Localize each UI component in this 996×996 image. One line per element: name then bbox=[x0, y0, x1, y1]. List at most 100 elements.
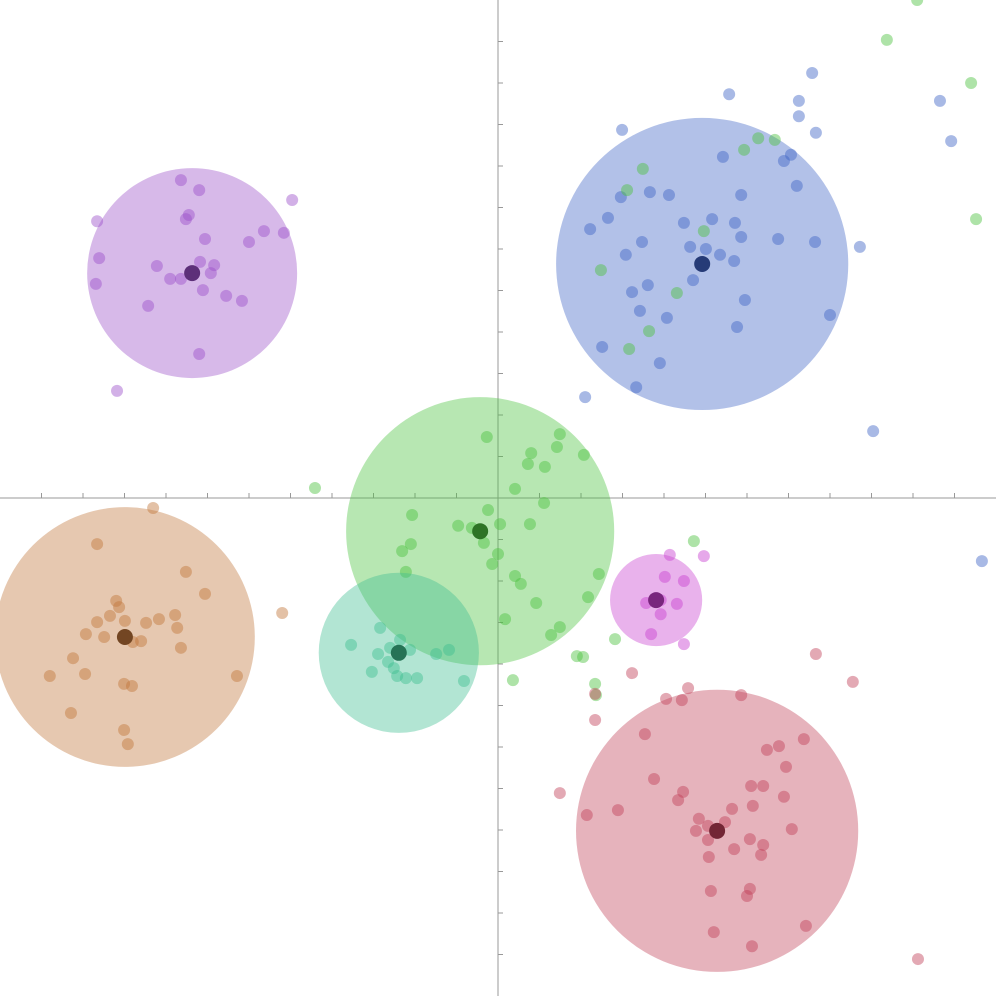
point bbox=[697, 550, 710, 563]
point bbox=[118, 723, 131, 736]
point bbox=[660, 311, 673, 324]
point bbox=[538, 496, 551, 509]
point bbox=[970, 213, 983, 226]
point bbox=[596, 340, 609, 353]
point bbox=[735, 689, 748, 702]
point bbox=[91, 538, 104, 551]
point bbox=[731, 321, 744, 334]
point bbox=[140, 616, 153, 629]
point bbox=[714, 248, 727, 261]
point bbox=[689, 824, 702, 837]
point bbox=[387, 662, 400, 675]
point bbox=[196, 284, 209, 297]
cluster bbox=[553, 648, 924, 972]
point bbox=[514, 577, 527, 590]
point bbox=[809, 235, 822, 248]
point bbox=[147, 501, 160, 514]
point bbox=[110, 594, 123, 607]
point bbox=[780, 760, 793, 773]
point bbox=[723, 88, 736, 101]
point bbox=[452, 519, 465, 532]
point bbox=[406, 509, 419, 522]
point bbox=[623, 343, 636, 356]
point bbox=[757, 780, 770, 793]
point bbox=[121, 738, 134, 751]
point bbox=[182, 208, 195, 221]
cluster bbox=[87, 168, 299, 397]
point bbox=[174, 272, 187, 285]
point bbox=[404, 538, 417, 551]
point bbox=[682, 682, 695, 695]
point bbox=[672, 794, 685, 807]
cluster-center bbox=[648, 592, 665, 609]
point bbox=[752, 132, 765, 145]
point bbox=[580, 809, 593, 822]
point bbox=[745, 780, 758, 793]
point bbox=[616, 123, 629, 136]
point bbox=[975, 555, 988, 568]
point bbox=[760, 743, 773, 756]
point bbox=[220, 289, 233, 302]
point bbox=[728, 843, 741, 856]
point bbox=[550, 440, 563, 453]
point bbox=[553, 621, 566, 634]
point bbox=[654, 608, 667, 621]
point bbox=[601, 211, 614, 224]
point bbox=[670, 597, 683, 610]
point bbox=[530, 596, 543, 609]
point bbox=[660, 692, 673, 705]
point bbox=[171, 621, 184, 634]
cluster bbox=[556, 67, 988, 568]
point bbox=[374, 621, 387, 634]
point bbox=[113, 601, 126, 614]
point bbox=[276, 606, 289, 619]
point bbox=[277, 226, 290, 239]
cluster-center bbox=[116, 629, 133, 646]
point bbox=[824, 308, 836, 321]
point bbox=[91, 215, 104, 228]
point bbox=[687, 274, 700, 287]
point bbox=[523, 518, 536, 531]
point bbox=[743, 882, 756, 895]
point bbox=[697, 225, 710, 238]
point bbox=[482, 504, 495, 517]
point bbox=[809, 648, 822, 661]
point bbox=[174, 641, 187, 654]
point bbox=[179, 565, 192, 578]
point bbox=[701, 833, 714, 846]
point bbox=[589, 677, 602, 690]
point bbox=[480, 430, 493, 443]
point bbox=[345, 638, 358, 651]
point bbox=[430, 648, 443, 661]
point bbox=[199, 587, 212, 600]
point bbox=[577, 650, 590, 663]
point bbox=[880, 33, 893, 46]
point bbox=[638, 728, 651, 741]
point bbox=[687, 535, 700, 548]
point bbox=[372, 648, 385, 661]
point bbox=[98, 631, 111, 644]
point bbox=[594, 264, 607, 277]
point bbox=[193, 184, 206, 197]
point bbox=[702, 850, 715, 863]
point bbox=[728, 255, 741, 268]
cluster bbox=[308, 0, 983, 702]
point bbox=[506, 674, 519, 687]
point bbox=[643, 325, 656, 338]
point bbox=[792, 94, 805, 107]
point bbox=[735, 230, 748, 243]
point bbox=[626, 667, 639, 680]
point bbox=[411, 672, 424, 685]
point bbox=[204, 267, 217, 280]
point bbox=[806, 67, 819, 80]
point bbox=[582, 591, 595, 604]
point bbox=[741, 889, 753, 902]
point bbox=[577, 448, 590, 461]
point bbox=[677, 785, 690, 798]
point bbox=[853, 240, 866, 253]
point bbox=[553, 787, 566, 800]
point bbox=[677, 216, 690, 229]
point bbox=[677, 575, 690, 587]
point bbox=[645, 628, 658, 641]
point bbox=[670, 286, 683, 299]
